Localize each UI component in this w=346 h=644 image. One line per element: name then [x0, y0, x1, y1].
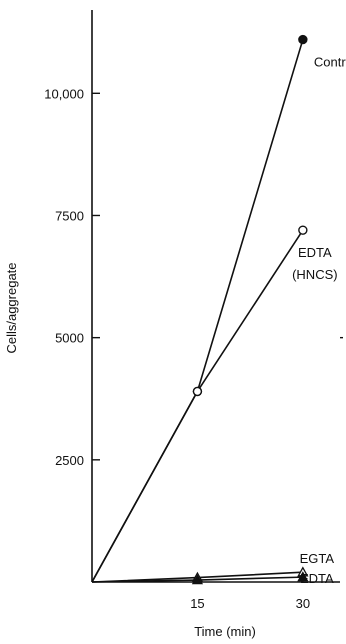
- series-label-edta-hncs-line2: (HNCS): [292, 267, 338, 282]
- y-tick-label: 10,000: [44, 86, 84, 101]
- y-tick-label: 7500: [55, 208, 84, 223]
- axes: [91, 10, 343, 583]
- x-tick-label: 15: [190, 596, 204, 611]
- series-layer: [91, 34, 309, 585]
- x-tick-label: 30: [296, 596, 310, 611]
- data-point: [298, 34, 308, 45]
- data-point: [298, 225, 308, 235]
- series-label-egta: EGTA: [300, 551, 335, 566]
- y-tick-label: 2500: [55, 453, 84, 468]
- x-axis-title: Time (min): [194, 624, 256, 639]
- series-line-0: [91, 39, 304, 583]
- data-point: [297, 571, 309, 582]
- series-label-edta-hncs-line1: EDTA: [298, 245, 332, 260]
- series-label-edta: EDTA: [300, 571, 334, 586]
- y-axis-title: Cells/aggregate: [4, 262, 19, 353]
- series-label-control: Control: [314, 55, 346, 70]
- data-point: [192, 386, 203, 397]
- series-line-1: [91, 229, 304, 583]
- data-point: [191, 574, 204, 585]
- labels-layer: 2500 5000 7500 10,000 15 30 Time (min) Cells/ag…: [4, 55, 346, 639]
- y-tick-label: 5000: [55, 331, 84, 346]
